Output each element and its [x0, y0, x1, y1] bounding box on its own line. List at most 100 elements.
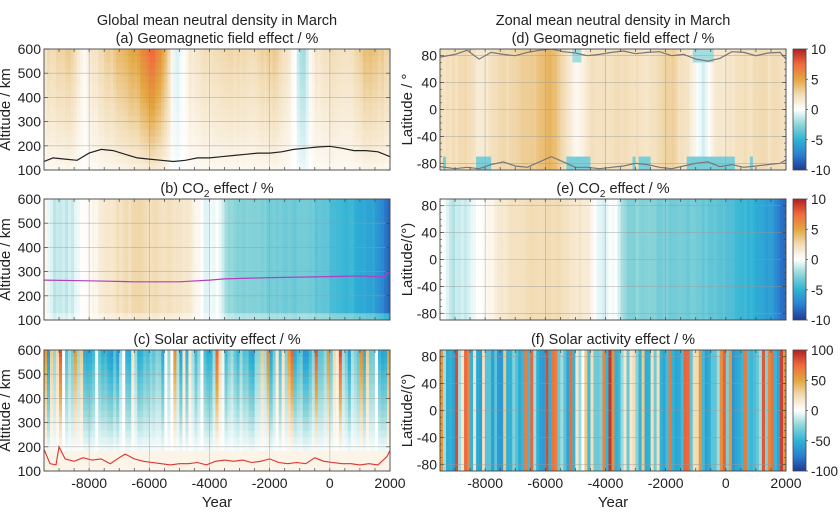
heatmap-cell	[335, 163, 340, 170]
heatmap-cell	[176, 293, 180, 301]
heatmap-cell	[50, 370, 54, 378]
heatmap-cell	[317, 225, 322, 234]
heatmap-cell	[197, 219, 202, 227]
heatmap-cell	[47, 102, 51, 111]
heatmap-cell	[251, 89, 256, 97]
heatmap-cell	[104, 383, 108, 391]
heatmap-cell	[365, 286, 370, 294]
heatmap-cell	[131, 109, 135, 117]
heatmap-cell	[335, 89, 340, 97]
heatmap-cell	[86, 350, 90, 358]
heatmap-cell	[236, 156, 241, 164]
heatmap-cell	[107, 75, 111, 84]
heatmap-cell	[143, 423, 147, 432]
heatmap-cell	[251, 199, 256, 207]
heatmap-cell	[380, 199, 385, 207]
heatmap-cell	[152, 116, 156, 124]
heatmap-cell	[284, 239, 289, 247]
heatmap-cell	[89, 225, 93, 234]
heatmap-cell	[140, 246, 144, 254]
heatmap-cell	[179, 219, 183, 227]
heatmap-cell	[239, 313, 244, 320]
heatmap-cell	[140, 356, 144, 365]
heatmap-cell	[305, 163, 310, 170]
heatmap-cell	[71, 89, 75, 97]
heatmap-cell	[383, 232, 388, 240]
heatmap-cell	[281, 246, 286, 254]
heatmap-cell	[359, 116, 364, 124]
heatmap-cell	[176, 62, 180, 70]
heatmap-cell	[254, 75, 259, 84]
heatmap-cell	[62, 239, 66, 247]
heatmap-cell	[128, 246, 132, 254]
heatmap-cell	[80, 410, 84, 418]
heatmap-cell	[329, 259, 334, 267]
heatmap-cell	[383, 96, 388, 104]
heatmap-cell	[44, 246, 48, 254]
heatmap-cell	[137, 116, 141, 124]
heatmap-cell	[128, 383, 132, 391]
heatmap-cell	[383, 212, 388, 220]
heatmap-cell	[176, 136, 180, 144]
heatmap-cell	[215, 62, 220, 70]
heatmap-cell	[86, 279, 90, 287]
heatmap-cell	[314, 163, 319, 170]
heatmap-cell	[62, 69, 66, 77]
heatmap-cell	[353, 49, 358, 57]
heatmap-cell	[95, 239, 99, 247]
heatmap-cell	[86, 299, 90, 308]
heatmap-cell	[290, 266, 295, 274]
heatmap-cell	[278, 89, 283, 97]
heatmap-cell	[203, 266, 208, 274]
heatmap-cell	[197, 259, 202, 267]
heatmap-cell	[227, 199, 232, 207]
heatmap-cell	[242, 116, 247, 124]
heatmap-cell	[107, 163, 111, 170]
heatmap-cell	[362, 149, 367, 158]
heatmap-cell	[266, 75, 271, 84]
heatmap-cell	[83, 363, 87, 371]
heatmap-cell	[281, 96, 286, 104]
heatmap-cell	[50, 129, 54, 137]
heatmap-cell	[263, 82, 268, 90]
heatmap-cell	[266, 96, 271, 104]
heatmap-cell	[374, 55, 379, 64]
heatmap-cell	[296, 313, 301, 320]
heatmap-cell	[272, 136, 277, 144]
heatmap-cell	[182, 143, 187, 151]
heatmap-cell	[59, 417, 63, 425]
heatmap-cell	[74, 199, 78, 207]
heatmap-cell	[242, 293, 247, 301]
heatmap-cell	[74, 143, 78, 151]
heatmap-cell	[125, 430, 129, 438]
heatmap-cell	[347, 143, 352, 151]
heatmap-cell	[338, 49, 343, 57]
heatmap-cell	[338, 219, 343, 227]
heatmap-cell	[293, 286, 298, 294]
heatmap-cell	[56, 143, 60, 151]
heatmap-cell	[194, 156, 199, 164]
heatmap-cell	[107, 457, 111, 465]
heatmap-cell	[254, 62, 259, 70]
heatmap-cell	[44, 417, 48, 425]
heatmap-cell	[185, 266, 190, 274]
heatmap-cell	[74, 437, 78, 445]
heatmap-cell	[302, 129, 307, 137]
heatmap-cell	[77, 363, 81, 371]
heatmap-cell	[110, 109, 114, 117]
heatmap-cell	[122, 390, 126, 398]
heatmap-cell	[92, 212, 96, 220]
heatmap-cell	[350, 239, 355, 247]
heatmap-cell	[269, 69, 274, 77]
heatmap-cell	[260, 69, 265, 77]
heatmap-cell	[146, 450, 150, 459]
heatmap-cell	[155, 62, 159, 70]
heatmap-cell	[83, 149, 87, 158]
heatmap-cell	[107, 96, 111, 104]
heatmap-cell	[293, 225, 298, 234]
heatmap-cell	[233, 205, 238, 214]
heatmap-cell	[290, 239, 295, 247]
heatmap-cell	[62, 403, 66, 412]
heatmap-cell	[227, 252, 232, 261]
heatmap-cell	[311, 116, 316, 124]
